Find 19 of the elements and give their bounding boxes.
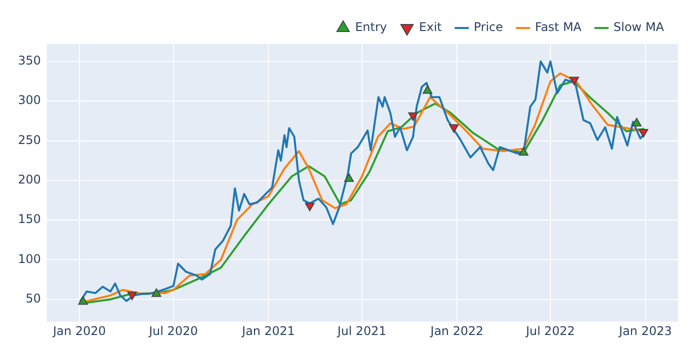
y-tick-label: 250 — [18, 132, 41, 147]
x-tick-label: Jan 2021 — [241, 324, 295, 338]
legend-label: Exit — [419, 20, 442, 34]
y-tick-label: 300 — [18, 93, 41, 108]
legend-label: Fast MA — [535, 20, 582, 34]
y-tick-label: 100 — [18, 252, 41, 266]
legend-label: Entry — [355, 20, 388, 34]
x-tick-label: Jan 2022 — [430, 324, 484, 338]
x-tick-label: Jul 2022 — [525, 324, 575, 338]
x-tick-label: Jan 2020 — [52, 324, 106, 338]
y-tick-label: 150 — [18, 212, 41, 226]
y-tick-label: 350 — [18, 54, 41, 68]
y-tick-label: 200 — [18, 172, 41, 187]
legend-label: Price — [474, 20, 504, 34]
y-tick-label: 50 — [26, 292, 41, 306]
legend-label: Slow MA — [614, 20, 665, 34]
x-tick-label: Jul 2020 — [148, 324, 198, 338]
x-tick-label: Jan 2023 — [618, 324, 672, 338]
x-tick-label: Jul 2021 — [336, 324, 386, 338]
